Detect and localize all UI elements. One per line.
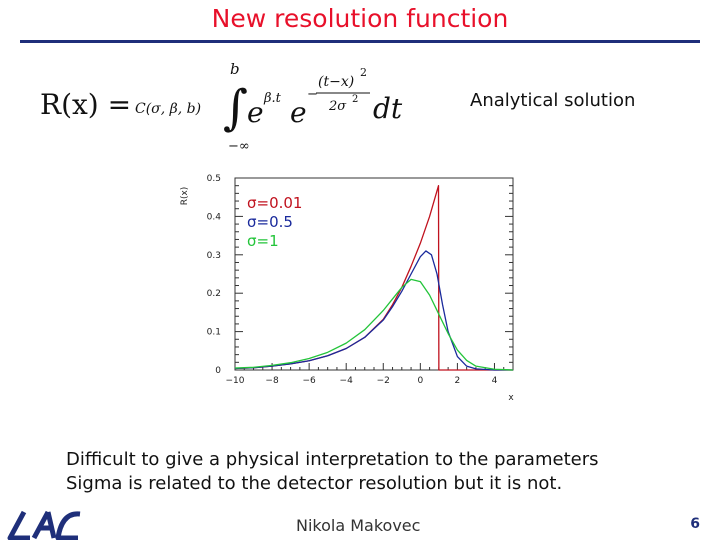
y-tick-label: 0.5 <box>207 174 221 184</box>
x-tick-label: 2 <box>455 376 461 386</box>
plot-legend: σ=0.01σ=0.5σ=1 <box>247 194 302 250</box>
integral-lower-limit: −∞ <box>228 139 250 154</box>
exp2-denominator: 2σ <box>328 99 347 114</box>
title-underline <box>20 40 700 43</box>
integral-upper-limit: b <box>230 60 240 78</box>
resolution-plot: −10 −8 −6 −4 −2 0 2 4 0 0.1 0.2 0.3 0.4 0.5 R(x) x σ=… <box>180 174 514 403</box>
y-tick-label: 0.4 <box>207 212 222 222</box>
exp1-base: e <box>247 96 264 129</box>
x-tick-label: −6 <box>302 376 316 386</box>
page-number: 6 <box>690 516 700 532</box>
formula-lhs: R(x) = <box>40 88 131 121</box>
y-tick-label: 0.3 <box>207 251 221 261</box>
y-tick-label: 0.2 <box>207 289 221 299</box>
series-line-2 <box>234 250 513 371</box>
body-line-1: Difficult to give a physical interpretat… <box>66 449 599 470</box>
legend-entry-3: σ=1 <box>247 232 279 250</box>
tick-labels: −10 −8 −6 −4 −2 0 2 4 0 0.1 0.2 0.3 0.4 0.5 <box>207 174 498 386</box>
lal-logo-icon <box>7 510 81 540</box>
y-axis-label: R(x) <box>180 187 190 206</box>
x-axis-label: x <box>508 393 514 403</box>
legend-entry-1: σ=0.01 <box>247 194 302 212</box>
x-tick-label: 0 <box>417 376 423 386</box>
x-tick-label: 4 <box>492 376 498 386</box>
series-line-3 <box>234 278 514 371</box>
x-tick-label: −8 <box>265 376 279 386</box>
body-text: Difficult to give a physical interpretat… <box>66 448 598 496</box>
integral-sign: ∫ <box>223 80 248 136</box>
x-tick-label: −2 <box>377 376 390 386</box>
slide-title: New resolution function <box>211 4 509 33</box>
exp2-denominator-power: 2 <box>352 94 358 105</box>
exp2-sign: − <box>307 87 318 102</box>
exp2-numerator: (t−x) <box>318 74 354 90</box>
analytical-solution-label: Analytical solution <box>470 90 636 111</box>
exp2-numerator-power: 2 <box>360 66 367 79</box>
exp1-power: β.t <box>263 91 282 106</box>
formula: R(x) = C(σ, β, b) ∫ b −∞ e β.t e − (t−x)… <box>40 60 403 154</box>
y-tick-label: 0.1 <box>207 328 221 338</box>
exp2-base: e <box>290 96 307 129</box>
legend-entry-2: σ=0.5 <box>247 213 293 231</box>
x-tick-label: −10 <box>226 376 245 386</box>
y-tick-label: 0 <box>215 366 221 376</box>
body-line-2: Sigma is related to the detector resolut… <box>66 473 563 494</box>
x-tick-label: −4 <box>340 376 354 386</box>
formula-differential: dt <box>373 92 403 125</box>
footer-author: Nikola Makovec <box>296 516 421 535</box>
formula-coefficient: C(σ, β, b) <box>135 101 201 117</box>
series-lines <box>234 185 514 371</box>
